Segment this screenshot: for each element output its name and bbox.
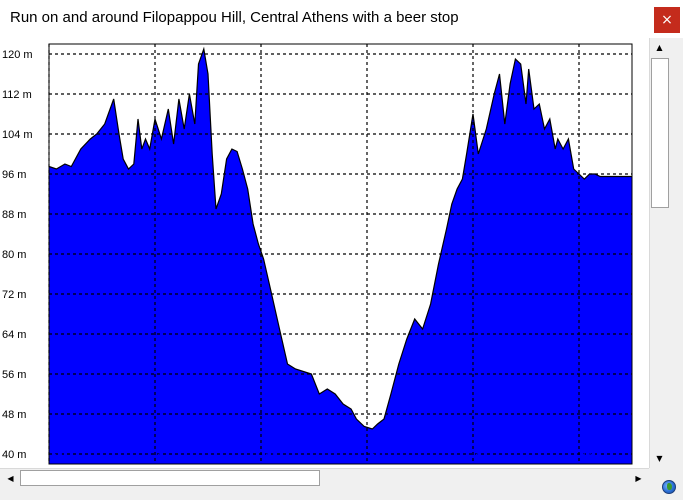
- y-tick-label: 40 m: [2, 449, 26, 461]
- y-tick-label: 48 m: [2, 409, 26, 421]
- elevation-area: [49, 49, 632, 464]
- vertical-scrollbar[interactable]: ▲ ▼: [649, 38, 683, 468]
- y-tick-label: 72 m: [2, 289, 26, 301]
- y-tick-label: 120 m: [2, 49, 33, 61]
- horizontal-scroll-thumb[interactable]: [20, 470, 320, 486]
- y-tick-label: 88 m: [2, 209, 26, 221]
- window-title: Run on and around Filopappou Hill, Centr…: [10, 9, 459, 26]
- x-tick-label: 8 km: [475, 452, 499, 464]
- x-tick-label: 10 km: [581, 452, 611, 464]
- globe-icon[interactable]: [662, 480, 676, 494]
- x-tick-label: 6 km: [369, 452, 393, 464]
- scroll-up-icon[interactable]: ▲: [651, 39, 668, 56]
- elevation-chart-svg: 40 m 48 m 56 m 64 m 72 m 80 m 88 m 96 m 104 m 112…: [2, 43, 633, 465]
- y-tick-label: 56 m: [2, 369, 26, 381]
- elevation-line: [48, 46, 632, 430]
- vertical-scroll-thumb[interactable]: [651, 58, 669, 208]
- close-icon: ×: [661, 12, 673, 28]
- y-tick-label: 112 m: [2, 89, 32, 101]
- x-tick-label: 2 km: [157, 452, 181, 464]
- elevation-chart: 40 m 48 m 56 m 64 m 72 m 80 m 88 m 96 m 104 m 112…: [0, 38, 649, 468]
- y-tick-label: 96 m: [2, 169, 26, 181]
- horizontal-scrollbar[interactable]: ◀ ▶: [0, 468, 649, 500]
- scroll-right-icon[interactable]: ▶: [630, 470, 647, 487]
- scroll-down-icon[interactable]: ▼: [651, 450, 668, 467]
- title-bar: Run on and around Filopappou Hill, Centr…: [0, 0, 683, 38]
- y-tick-label: 80 m: [2, 249, 26, 261]
- scroll-left-icon[interactable]: ◀: [2, 470, 19, 487]
- y-tick-label: 64 m: [2, 329, 26, 341]
- y-tick-label: 104 m: [2, 129, 33, 141]
- x-tick-label: 4 km: [263, 452, 287, 464]
- plot-frame: [48, 43, 633, 465]
- x-tick-label: 0 km: [51, 452, 75, 464]
- close-button[interactable]: ×: [654, 7, 680, 33]
